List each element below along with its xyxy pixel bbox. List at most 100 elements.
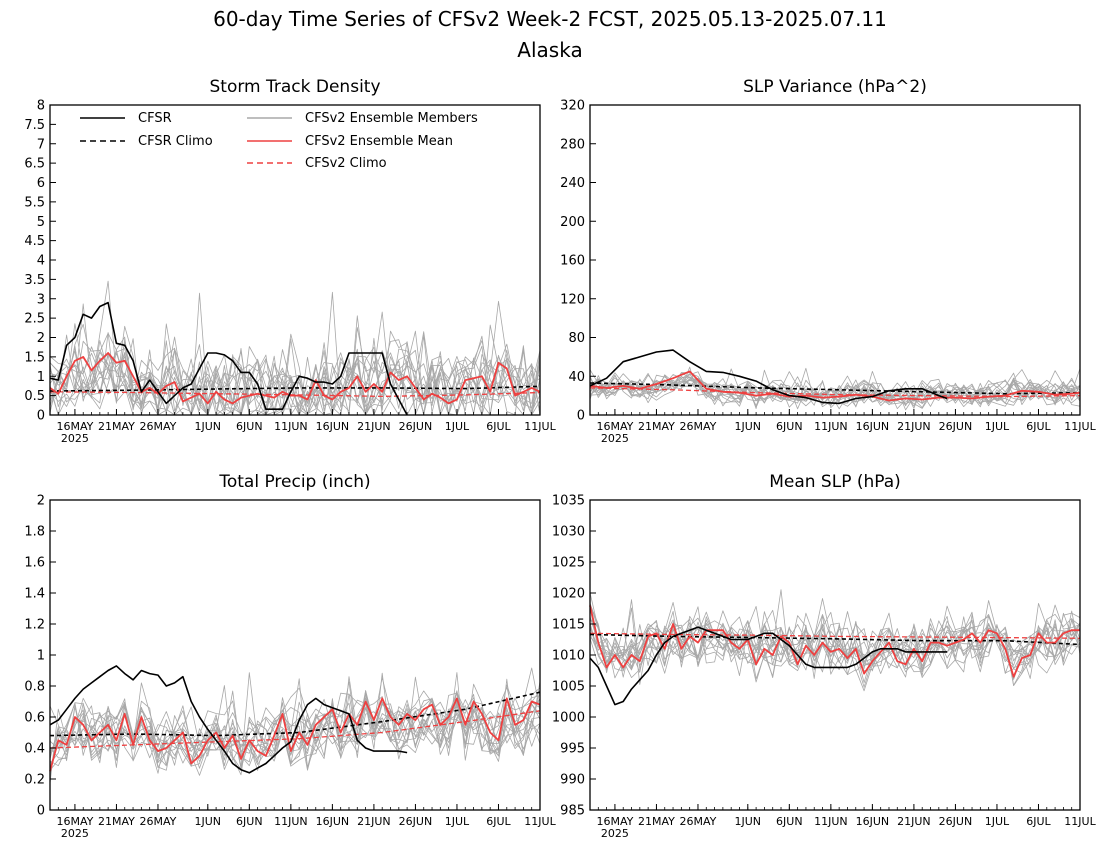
y-tick-label: 0.8 [24, 680, 45, 695]
y-tick-label: 0.6 [24, 711, 45, 726]
x-tick-label: 11JUN [274, 815, 308, 828]
figure-subtitle: Alaska [517, 38, 582, 62]
x-tick-label: 1JUN [735, 815, 762, 828]
x-tick-label: 26JUN [939, 815, 973, 828]
panel-title: Mean SLP (hPa) [769, 472, 901, 492]
ensemble-member-line [49, 323, 541, 416]
x-tick-label: 11JUL [524, 420, 556, 433]
legend-label: CFSv2 Ensemble Mean [305, 134, 453, 149]
x-tick-label: 21MAY [638, 815, 675, 828]
y-tick-label: 3 [37, 292, 45, 307]
plot-frame [589, 104, 1081, 416]
ensemble-members [49, 280, 541, 416]
x-tick-label: 6JUN [776, 815, 803, 828]
series-cfsr [49, 301, 408, 416]
series-cfsv2-ensemble-mean [589, 605, 1080, 678]
x-tick-label: 6JUL [1026, 815, 1051, 828]
x-tick-label: 21MAY [98, 420, 135, 433]
x-tick-label: 16JUN [316, 815, 350, 828]
series-cfsv2-climo [589, 387, 1081, 398]
y-tick-label: 0 [577, 409, 585, 424]
x-tick-label: 16MAY [596, 420, 633, 433]
series-cfsv2-ensemble-mean [49, 697, 541, 772]
y-tick-label: 1015 [552, 618, 585, 633]
y-tick-label: 2 [37, 494, 45, 509]
y-tick-label: 2 [37, 331, 45, 346]
x-tick-label: 6JUN [236, 420, 263, 433]
series-cfsr [589, 349, 948, 405]
y-tick-label: 985 [560, 804, 585, 819]
x-tick-label: 21JUN [357, 420, 391, 433]
y-tick-label: 5.5 [24, 195, 45, 210]
x-tick-label: 26JUN [399, 815, 433, 828]
x-tick-label: 26MAY [680, 815, 717, 828]
y-tick-label: 0.4 [24, 742, 45, 757]
x-tick-label: 26MAY [680, 420, 717, 433]
x-tick-label: 11JUL [1064, 815, 1096, 828]
y-tick-label: 160 [560, 254, 585, 269]
ensemble-members [49, 667, 541, 784]
y-tick-label: 7.5 [24, 118, 45, 133]
y-tick-label: 1.8 [24, 525, 45, 540]
y-tick-label: 80 [568, 331, 585, 346]
panel-4: Mean SLP (hPa) 985 990 995 1000 1005 1010 1015 1… [552, 472, 1097, 840]
x-tick-label: 1JUN [735, 420, 762, 433]
ensemble-member-line [49, 334, 541, 416]
x-tick-label: 21JUN [357, 815, 391, 828]
x-tick-label: 1JUL [445, 420, 470, 433]
x-tick-label: 21MAY [98, 815, 135, 828]
y-tick-label: 1010 [552, 649, 585, 664]
x-tick-label: 26MAY [140, 420, 177, 433]
x-tick-label: 26JUN [399, 420, 433, 433]
x-tick-label: 16JUN [856, 815, 890, 828]
x-tick-label: 16JUN [316, 420, 350, 433]
y-tick-label: 0 [37, 804, 45, 819]
x-tick-label: 6JUL [1026, 420, 1051, 433]
x-tick-label: 6JUL [486, 815, 511, 828]
panel-1: Storm Track Density 0 0.5 1 1.5 2 2.5 3 3.5 4 4.5 5… [24, 77, 556, 445]
x-tick-label: 6JUL [486, 420, 511, 433]
y-tick-label: 6 [37, 176, 45, 191]
x-year-label: 2025 [61, 827, 89, 840]
panel-title: Total Precip (inch) [218, 472, 370, 492]
panels: Storm Track Density 0 0.5 1 1.5 2 2.5 3 3.5 4 4.5 5… [24, 77, 1096, 840]
y-tick-label: 40 [568, 370, 585, 385]
x-tick-label: 1JUL [985, 815, 1010, 828]
legend-label: CFSR Climo [138, 134, 213, 149]
x-tick-label: 21JUN [897, 420, 931, 433]
ensemble-member-line [589, 374, 1081, 409]
y-tick-label: 120 [560, 292, 585, 307]
series-cfsr-climo [589, 382, 1081, 395]
y-tick-label: 4 [37, 254, 45, 269]
series-cfsr-climo [589, 633, 1081, 646]
ensemble-member-line [49, 315, 541, 416]
y-tick-label: 5 [37, 215, 45, 230]
x-tick-label: 11JUL [1064, 420, 1096, 433]
ensemble-member-line [49, 699, 541, 775]
x-year-label: 2025 [601, 827, 629, 840]
series-cfsv2-climo [589, 632, 1081, 639]
x-tick-label: 16MAY [56, 420, 93, 433]
y-tick-label: 4.5 [24, 234, 45, 249]
ensemble-member-line [589, 598, 1081, 675]
legend-label: CFSv2 Ensemble Members [305, 111, 478, 126]
y-tick-label: 3.5 [24, 273, 45, 288]
y-tick-label: 2.5 [24, 312, 45, 327]
x-tick-label: 21JUN [897, 815, 931, 828]
y-tick-label: 995 [560, 742, 585, 757]
series-cfsv2-ensemble-mean [589, 370, 1081, 402]
series-cfsr-climo [49, 385, 541, 392]
x-tick-label: 16JUN [856, 420, 890, 433]
y-tick-label: 280 [560, 137, 585, 152]
panel-title: Storm Track Density [209, 77, 380, 97]
x-tick-label: 11JUN [814, 420, 848, 433]
figure-title: 60-day Time Series of CFSv2 Week-2 FCST,… [213, 7, 887, 31]
x-tick-label: 16MAY [56, 815, 93, 828]
x-tick-label: 6JUN [776, 420, 803, 433]
x-tick-label: 21MAY [638, 420, 675, 433]
y-tick-label: 6.5 [24, 157, 45, 172]
y-tick-label: 200 [560, 215, 585, 230]
x-tick-label: 1JUL [985, 420, 1010, 433]
ensemble-member-line [49, 323, 541, 416]
